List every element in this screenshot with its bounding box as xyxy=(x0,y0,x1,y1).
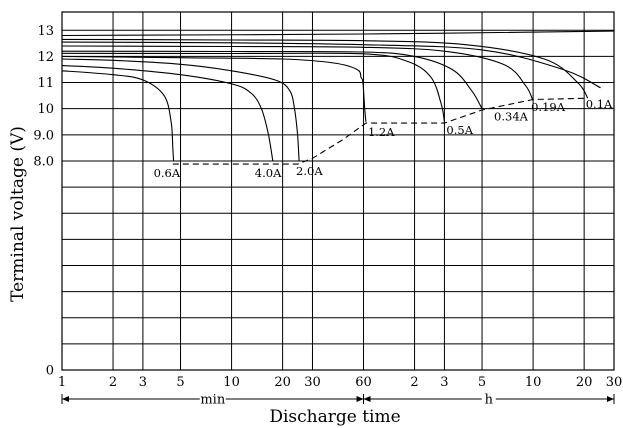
series-label: 0.1A xyxy=(586,97,613,111)
x-tick-label: 30 xyxy=(606,375,623,390)
x-tick-label: 20 xyxy=(576,375,593,390)
x-tick-label: 30 xyxy=(304,375,321,390)
y-tick-label: 8.0 xyxy=(33,154,54,169)
y-tick-label: 12 xyxy=(37,50,54,65)
discharge-curve xyxy=(61,58,300,161)
x-tick-label: 60 xyxy=(355,375,372,390)
discharge-curve xyxy=(61,70,175,161)
discharge-curve xyxy=(61,65,274,161)
discharge-curve xyxy=(61,30,615,37)
series-label: 4.0A xyxy=(255,166,282,180)
x-tick-label: 20 xyxy=(274,375,291,390)
x-tick-label: 10 xyxy=(525,375,542,390)
x-tick-label: 5 xyxy=(478,375,486,390)
x-tick-label: 1 xyxy=(58,375,66,390)
x-tick-label: 2 xyxy=(109,375,117,390)
cutoff-voltage-curve xyxy=(172,97,588,165)
series-label: 2.0A xyxy=(296,164,323,178)
y-tick-label: 13 xyxy=(37,24,54,39)
discharge-curve xyxy=(61,41,601,89)
x-tick-labels: 1 2 3 5 10 20 30 60 2 3 5 10 20 30 xyxy=(58,375,622,390)
x-axis-title: Discharge time xyxy=(269,407,400,427)
y-tick-label: 9.0 xyxy=(33,128,54,143)
arrowhead-left xyxy=(62,396,69,402)
arrowhead-right xyxy=(356,396,364,402)
x-tick-label: 3 xyxy=(440,375,448,390)
series-label: 1.2A xyxy=(368,125,395,139)
plot-frame xyxy=(61,11,615,371)
x-tick-label: 2 xyxy=(410,375,418,390)
arrowhead-left xyxy=(363,396,371,402)
x-tick-label: 10 xyxy=(223,375,240,390)
time-unit-arrows: min h xyxy=(61,393,615,408)
y-tick-labels: 0 8.0 9.0 10 11 12 13 xyxy=(33,24,54,379)
discharge-curve xyxy=(61,38,589,99)
discharge-curve xyxy=(61,55,367,122)
series-label: 0.5A xyxy=(446,123,473,137)
y-tick-label: 10 xyxy=(37,102,54,117)
discharge-curves xyxy=(61,30,615,161)
y-axis-title: Terminal voltage (V) xyxy=(8,126,28,302)
x-tick-label: 5 xyxy=(176,375,184,390)
series-label: 0.19A xyxy=(531,100,566,114)
discharge-curve xyxy=(61,45,534,102)
series-label: 0.34A xyxy=(494,110,529,124)
unit-label: h xyxy=(485,393,494,408)
discharge-curve xyxy=(61,52,445,122)
discharge-curve xyxy=(61,50,483,109)
y-tick-label: 11 xyxy=(37,76,54,91)
y-tick-label: 0 xyxy=(46,364,54,379)
series-label: 0.6A xyxy=(154,166,181,180)
unit-label: min xyxy=(200,393,225,408)
x-tick-label: 3 xyxy=(139,375,147,390)
grid-lines xyxy=(62,12,614,370)
arrowhead-right xyxy=(607,396,614,402)
